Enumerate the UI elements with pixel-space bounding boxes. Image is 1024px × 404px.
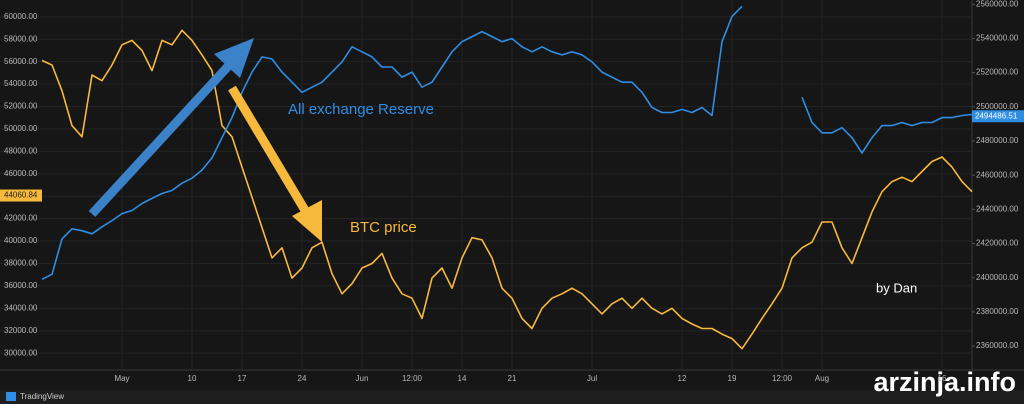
y2-tick-label: 2560000.00 [976,0,1019,8]
grid [0,0,972,370]
footer-bar [0,390,1024,404]
x-tick-label: Jul [587,374,597,383]
last-value-box [0,189,42,202]
y-tick-label: 40000.00 [4,236,38,245]
y-tick-label: 46000.00 [4,169,38,178]
y2-tick-label: 2540000.00 [976,34,1019,43]
yellow-arrow [228,85,322,242]
x-tick-label: Aug [815,374,829,383]
footer-text: TradingView [20,392,64,401]
annotation: by Dan [876,280,917,295]
x-tick-label: 16 [938,374,947,383]
x-tick-label: 24 [298,374,307,383]
x-tick-label: 12 [678,374,687,383]
blue-arrow [88,38,254,218]
y-tick-label: 60000.00 [4,12,38,21]
last-value-label: 2494486.51 [975,111,1018,120]
y2-tick-label: 2520000.00 [976,68,1019,77]
x-tick-label: 21 [508,374,517,383]
y-tick-label: 34000.00 [4,303,38,312]
footer-logo [6,392,16,401]
arrow-shaft [88,58,236,218]
y-tick-label: 48000.00 [4,146,38,155]
y-tick-label: 52000.00 [4,102,38,111]
watermark: arzinja.info [873,367,1016,397]
x-tick-label: 19 [728,374,737,383]
arrow-shaft [228,85,310,215]
series-line [41,5,973,281]
y-tick-label: 32000.00 [4,326,38,335]
x-tick-label: Jun [356,374,369,383]
last-value-label: 44060.84 [4,191,38,200]
x-tick-label: 12:00 [772,374,793,383]
annotation: All exchange Reserve [288,101,434,118]
x-tick-label: May [114,374,129,383]
x-tick-label: 14 [458,374,467,383]
y-tick-label: 30000.00 [4,348,38,357]
x-tick-label: 17 [238,374,247,383]
y2-tick-label: 2480000.00 [976,136,1019,145]
y-tick-label: 56000.00 [4,57,38,66]
annotation: BTC price [350,219,417,236]
last-value-box [972,110,1024,123]
series-line [41,29,973,350]
y2-tick-label: 2380000.00 [976,307,1019,316]
y-tick-label: 42000.00 [4,214,38,223]
arrow-head [292,200,322,242]
lines [41,5,973,350]
y-tick-label: 50000.00 [4,124,38,133]
y2-tick-label: 2460000.00 [976,170,1019,179]
y-tick-label: 38000.00 [4,259,38,268]
y2-tick-label: 2420000.00 [976,239,1019,248]
y2-tick-label: 2360000.00 [976,341,1019,350]
y-tick-label: 54000.00 [4,79,38,88]
y-tick-label: 36000.00 [4,281,38,290]
arrow-head [214,38,254,78]
y2-tick-label: 2440000.00 [976,204,1019,213]
x-tick-label: 12:00 [402,374,423,383]
y2-tick-label: 2500000.00 [976,102,1019,111]
x-tick-label: 10 [188,374,197,383]
y-tick-label: 58000.00 [4,34,38,43]
y2-tick-label: 2400000.00 [976,273,1019,282]
